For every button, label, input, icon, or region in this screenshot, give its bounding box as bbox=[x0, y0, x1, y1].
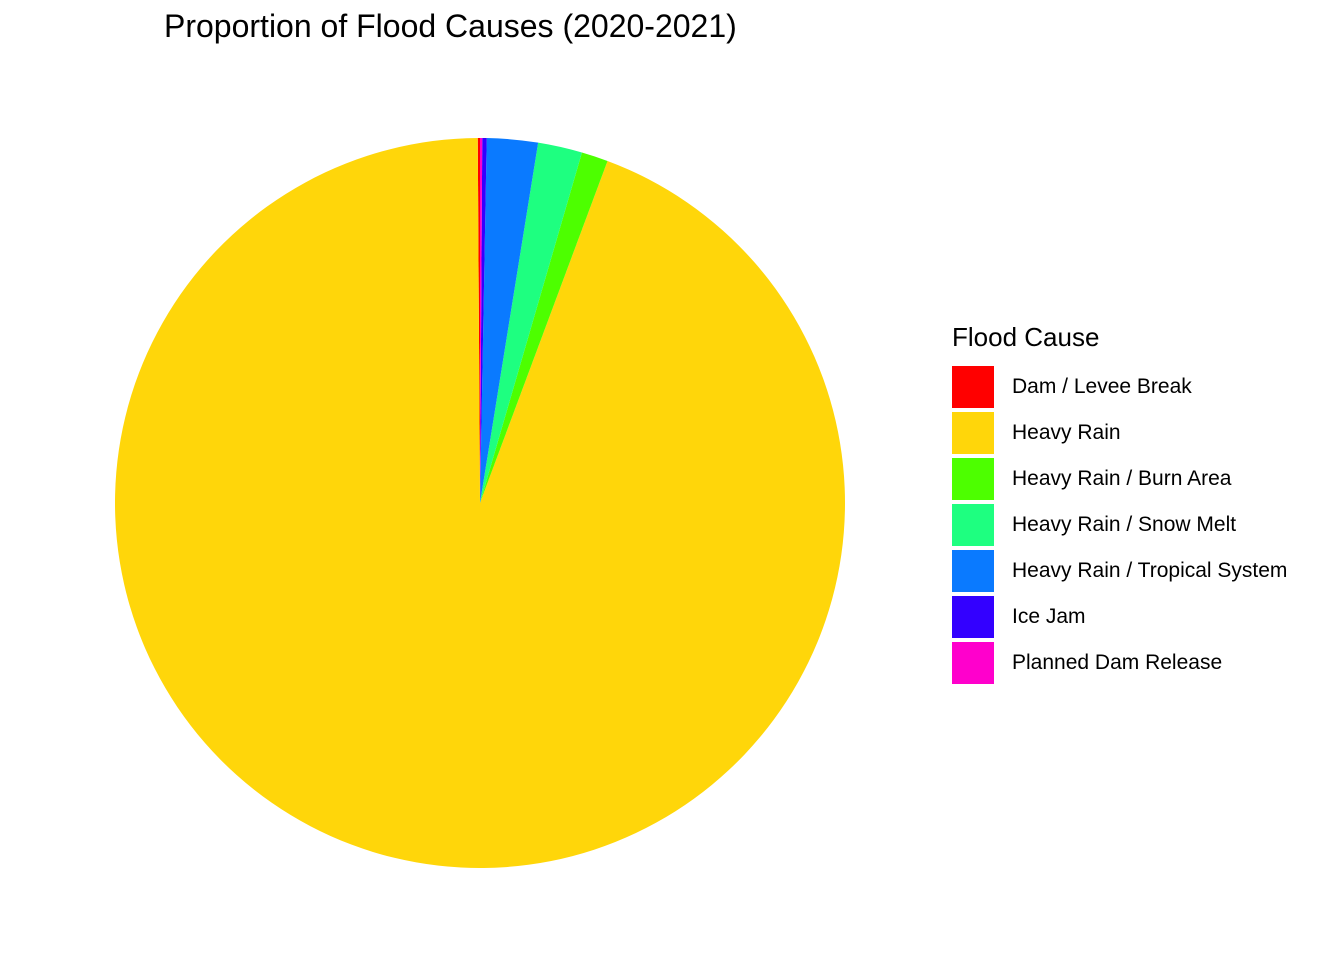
legend-label: Dam / Levee Break bbox=[1012, 375, 1192, 398]
legend-swatch bbox=[952, 550, 994, 592]
legend-label: Heavy Rain / Burn Area bbox=[1012, 467, 1232, 490]
legend-label: Heavy Rain / Snow Melt bbox=[1012, 513, 1237, 536]
legend-item: Heavy Rain bbox=[952, 410, 1287, 456]
pie-slice-heavy-rain-snow-melt bbox=[480, 142, 582, 503]
legend-swatch bbox=[952, 366, 994, 408]
legend-swatch bbox=[952, 458, 994, 500]
pie-slice-heavy-rain-tropical-system bbox=[480, 138, 539, 503]
legend-item: Heavy Rain / Snow Melt bbox=[952, 502, 1287, 548]
legend-item: Heavy Rain / Tropical System bbox=[952, 548, 1287, 594]
legend-swatch bbox=[952, 642, 994, 684]
legend-label: Planned Dam Release bbox=[1012, 651, 1223, 674]
pie-slice-heavy-rain bbox=[115, 138, 846, 869]
legend-item: Dam / Levee Break bbox=[952, 364, 1287, 410]
legend-item: Planned Dam Release bbox=[952, 640, 1287, 686]
legend-swatch bbox=[952, 596, 994, 638]
legend-item: Ice Jam bbox=[952, 594, 1287, 640]
pie-slice-planned-dam-release bbox=[480, 138, 483, 503]
legend: Flood Cause Dam / Levee Break Heavy Rain H… bbox=[952, 318, 1287, 686]
legend-item: Heavy Rain / Burn Area bbox=[952, 456, 1287, 502]
legend-list: Dam / Levee Break Heavy Rain Heavy Rain / … bbox=[952, 364, 1287, 686]
legend-title: Flood Cause bbox=[952, 322, 1100, 352]
legend-label: Heavy Rain / Tropical System bbox=[1012, 559, 1288, 582]
pie-slice-ice-jam bbox=[480, 138, 487, 504]
legend-label: Heavy Rain bbox=[1012, 421, 1121, 444]
pie-slice-dam-levee-break bbox=[477, 138, 480, 503]
chart-title: Proportion of Flood Causes (2020-2021) bbox=[164, 8, 737, 44]
legend-label: Ice Jam bbox=[1012, 605, 1086, 628]
legend-swatch bbox=[952, 504, 994, 546]
pie-slice-heavy-rain-burn-area bbox=[480, 152, 608, 504]
legend-swatch bbox=[952, 412, 994, 454]
